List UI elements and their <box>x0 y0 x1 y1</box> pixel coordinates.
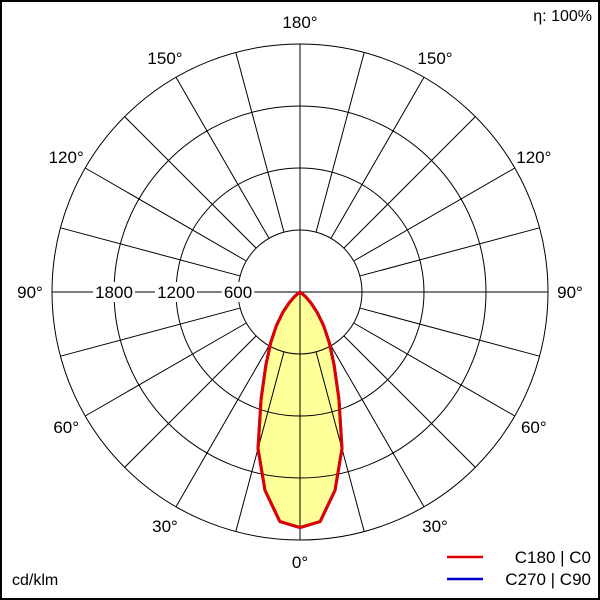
unit-label: cd/klm <box>12 572 59 589</box>
radial-tick-label: 600 <box>224 283 252 302</box>
angle-label: 90° <box>17 283 43 302</box>
grid-spoke <box>60 307 241 357</box>
angle-label: 120° <box>516 148 551 167</box>
angle-label: 150° <box>417 49 452 68</box>
grid-spoke <box>330 76 425 239</box>
angle-label: 150° <box>147 49 182 68</box>
angle-label: 30° <box>152 517 178 536</box>
grid-spoke <box>353 167 516 262</box>
radial-tick-label-bg <box>155 282 197 302</box>
grid-spoke <box>84 167 247 262</box>
radial-tick-label: 1200 <box>157 283 195 302</box>
legend-label: C270 | C90 <box>505 570 591 589</box>
angle-label: 90° <box>557 283 583 302</box>
angle-label: 60° <box>53 418 79 437</box>
grid-spoke <box>124 335 257 468</box>
grid-spoke <box>353 322 516 417</box>
grid-spoke <box>235 52 285 233</box>
grid-spoke <box>343 335 476 468</box>
radial-tick-label-bg <box>93 282 135 302</box>
series-curve <box>256 290 344 530</box>
angle-label: 0° <box>292 553 308 572</box>
legend-label: C180 | C0 <box>515 548 591 567</box>
efficiency-label: η: 100% <box>533 8 592 25</box>
grid-spoke <box>175 76 270 239</box>
angle-label: 120° <box>49 148 84 167</box>
grid-spoke <box>315 52 365 233</box>
grid-spoke <box>60 227 241 277</box>
angle-label: 60° <box>521 418 547 437</box>
radial-tick-label-bg <box>221 282 255 302</box>
grid-spoke <box>124 116 257 249</box>
radial-tick-label: 1800 <box>95 283 133 302</box>
angle-label: 30° <box>422 517 448 536</box>
grid-spoke <box>84 322 247 417</box>
grid-spoke <box>330 345 425 508</box>
angle-label: 180° <box>282 13 317 32</box>
grid-spoke <box>175 345 270 508</box>
grid-spoke <box>359 227 540 277</box>
grid-spoke <box>359 307 540 357</box>
grid-spoke <box>343 116 476 249</box>
